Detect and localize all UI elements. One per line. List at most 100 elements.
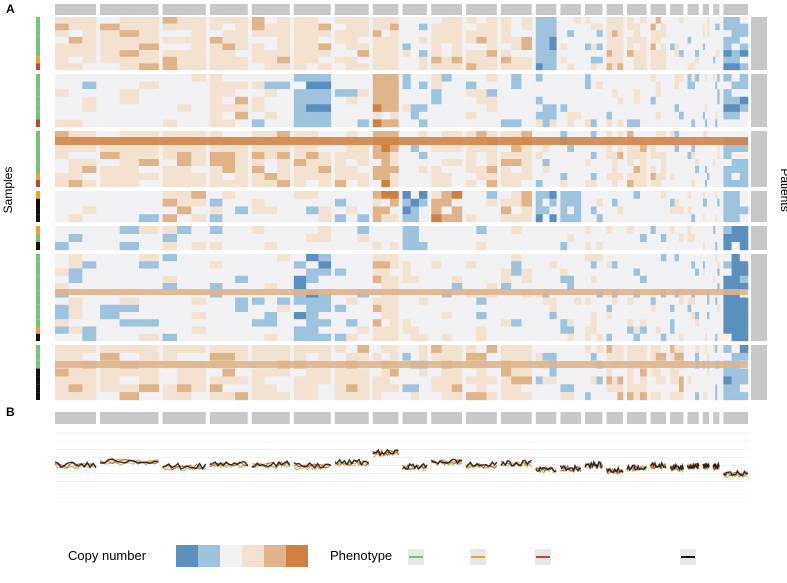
heatmap-cell [500,166,512,174]
heatmap-cell [674,166,680,174]
heatmap-cell [606,81,613,90]
heatmap-cell [191,104,206,113]
heatmap-cell [627,159,634,167]
heatmap-cell [139,50,159,57]
heatmap-cell [731,131,741,139]
heatmap-cell [318,214,332,223]
heatmap-cell [596,352,603,361]
heatmap-cell [650,43,657,51]
heatmap-cell [139,159,159,167]
heatmap-cell [466,333,477,342]
heatmap-cell [606,74,613,82]
heatmap-cell [585,17,592,24]
heatmap-cell [466,74,477,82]
heatmap-cell [731,152,741,160]
heatmap-cell [590,180,597,188]
heatmap-cell [521,43,532,51]
heatmap-cell [418,104,428,113]
heatmap-cell [82,368,97,377]
heatmap-cell [251,345,265,354]
heatmap-cell [717,368,720,377]
heatmap-cell [431,268,442,276]
heatmap-cell [191,17,206,24]
heatmap-cell [251,384,265,393]
heatmap-cell [82,261,97,269]
heatmap-cell [176,96,192,105]
heatmap-cell [486,74,498,82]
heatmap-cell [702,234,706,243]
heatmap-cell [731,226,741,235]
heatmap-cell [476,50,487,57]
heatmap-cell [431,226,442,235]
heatmap-cell [100,319,120,327]
heatmap-cell [617,345,624,354]
phenotype-bar [36,191,40,199]
heatmap-cell [535,43,543,51]
heatmap-cell [100,159,120,167]
heatmap-cell [306,392,319,401]
chrom-header-2 [100,4,159,15]
heatmap-cell [191,89,206,97]
heatmap-cell [574,166,582,174]
heatmap-cell [731,191,741,199]
heatmap-cell [606,226,613,235]
heatmap-cell [535,275,543,284]
heatmap-cell [717,56,720,64]
heatmap-cell [535,50,543,57]
heatmap-cell [334,74,347,82]
heatmap-cell [717,104,720,113]
heatmap-cell [389,63,399,71]
heatmap-cell [731,56,741,64]
heatmap-cell [162,261,178,269]
heatmap-cell [191,261,206,269]
heatmap-cell [717,81,720,90]
heatmap-cell [650,283,657,291]
heatmap-cell [162,368,178,377]
heatmap-cell [706,152,710,160]
heatmap-cell [567,326,575,334]
heatmap-cell [418,319,428,327]
heatmap-cell [176,111,192,120]
heatmap-cell [264,206,278,215]
heatmap-cell [277,214,291,223]
heatmap-cell [139,283,159,291]
heatmap-cell [739,198,749,207]
heatmap-cell [678,50,684,57]
heatmap-cell [627,206,634,215]
heatmap-cell [293,352,307,361]
heatmap-cell [162,166,178,174]
heatmap-cell [139,17,159,24]
heatmap-cell [100,17,120,24]
heatmap-cell [695,326,700,334]
heatmap-cell [670,345,675,354]
heatmap-cell [611,275,618,284]
heatmap-cell [389,392,399,401]
heatmap-cell [318,384,332,393]
chrom-header-X [723,4,748,15]
heatmap-cell [650,198,657,207]
series-line [559,463,581,473]
heatmap-cell [706,74,710,82]
heatmap-cell [627,242,634,251]
heatmap-cell [627,368,634,377]
heatmap-cell [585,81,592,90]
heatmap-cell [739,268,749,276]
heatmap-cell [660,119,667,128]
heatmap-cell [691,119,696,128]
heatmap-cell [119,56,140,64]
heatmap-cell [535,333,543,342]
heatmap-cell [476,56,487,64]
heatmap-cell [549,352,557,361]
heatmap-cell [476,198,487,207]
series-line [334,460,369,467]
heatmap-cell [691,319,696,327]
heatmap-cell [162,89,178,97]
heatmap-cell [535,56,543,64]
heatmap-cell [542,17,550,24]
heatmap-cell [306,104,319,113]
heatmap-cell [372,81,382,90]
heatmap-cell [590,50,597,57]
heatmap-cell [574,368,582,377]
heatmap-cell [560,36,568,44]
heatmap-cell [715,226,718,235]
